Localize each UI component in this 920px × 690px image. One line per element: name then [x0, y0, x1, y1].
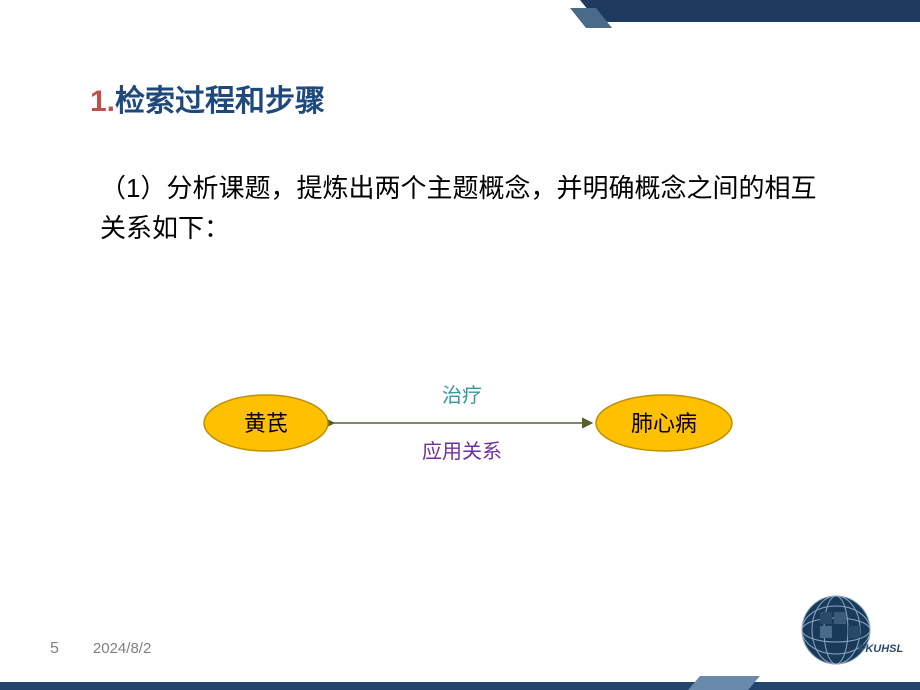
edge-label-bottom: 应用关系	[422, 440, 502, 463]
bottom-bar-accent	[688, 676, 760, 690]
banner-main	[580, 0, 920, 22]
top-banner-decoration	[540, 0, 920, 40]
footer: 5 2024/8/2	[50, 640, 151, 658]
relationship-diagram: 治疗 应用关系 黄芪 肺心病	[180, 378, 740, 468]
logo-tile	[834, 612, 846, 624]
logo-tile	[820, 612, 832, 624]
logo-tile	[848, 626, 860, 638]
bottom-bar-decoration	[0, 676, 920, 690]
logo-tile	[820, 626, 832, 638]
diagram-node-right-label: 肺心病	[631, 411, 697, 436]
footer-date: 2024/8/2	[93, 640, 151, 657]
pkuhsl-logo: PKUHSL	[798, 592, 908, 670]
diagram-node-left-label: 黄芪	[244, 411, 288, 436]
heading-text: 检索过程和步骤	[115, 85, 325, 118]
body-paragraph: （1）分析课题，提炼出两个主题概念，并明确概念之间的相互关系如下：	[100, 168, 840, 249]
logo-text: PKUHSL	[858, 643, 904, 655]
bottom-bar-fill	[0, 682, 920, 690]
banner-accent	[570, 8, 612, 28]
logo-tile	[834, 626, 846, 638]
slide: 1.检索过程和步骤 （1）分析课题，提炼出两个主题概念，并明确概念之间的相互关系…	[0, 0, 920, 690]
heading-number: 1.	[90, 85, 115, 118]
edge-label-top: 治疗	[442, 384, 482, 407]
slide-heading: 1.检索过程和步骤	[90, 76, 325, 120]
page-number: 5	[50, 640, 59, 658]
